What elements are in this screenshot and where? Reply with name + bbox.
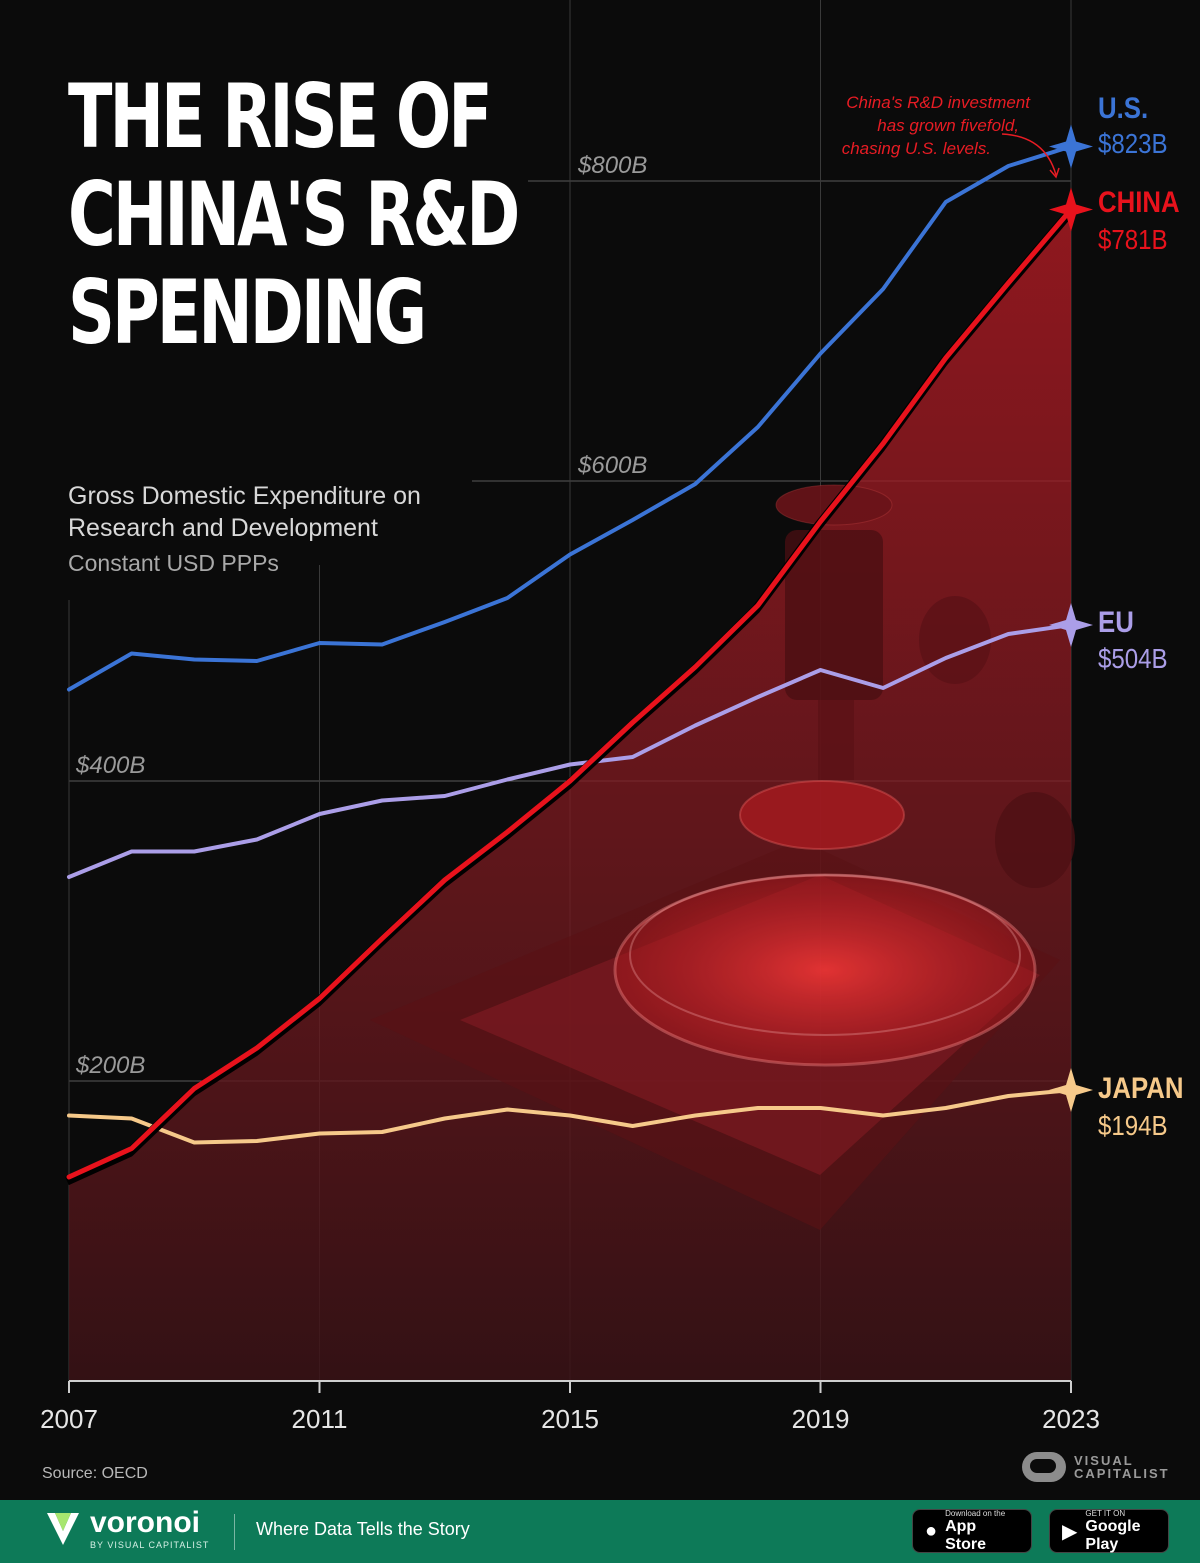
annotation-arrow [1001, 133, 1057, 176]
china-annotation: China's R&D investment has grown fivefol… [842, 93, 1060, 179]
google-play-text: Google Play [1085, 1517, 1141, 1553]
eu-series-line [67, 623, 1073, 879]
china-end-value: $781B [1098, 223, 1168, 255]
brand-name: voronoi [90, 1506, 200, 1539]
x-tick-label: 2019 [792, 1404, 850, 1434]
brand-sub: BY VISUAL CAPITALIST [90, 1540, 210, 1550]
series-lines [65, 144, 1074, 1186]
annotation-arrowhead [1049, 167, 1060, 179]
us-end-value: $823B [1098, 127, 1168, 159]
y-tick-label: $600B [577, 452, 647, 479]
microscope-illustration [370, 484, 1075, 1230]
x-tick-label: 2015 [541, 1404, 599, 1434]
source-note: Source: OECD [42, 1465, 148, 1482]
app-store-small-text: Download on the [945, 1508, 1006, 1518]
x-tick-label: 2011 [292, 1404, 348, 1434]
page-title: THE RISE OF CHINA'S R&D SPENDING [68, 65, 520, 364]
y-axis-labels: $200B $400B $600B $800B [75, 152, 647, 1079]
visual-capitalist-logo: VISUAL CAPITALIST [1022, 1452, 1170, 1482]
y-tick-label: $200B [75, 1052, 145, 1079]
footer-bar: voronoi BY VISUAL CAPITALIST Where Data … [0, 1500, 1200, 1563]
vc-logo-line-1: VISUAL [1074, 1453, 1134, 1468]
footer-divider [234, 1514, 235, 1550]
voronoi-logo-icon [47, 1513, 79, 1545]
title-line-1: THE RISE OF [68, 65, 493, 168]
app-store-text: App Store [945, 1517, 986, 1553]
china-series-name: CHINA [1098, 185, 1180, 218]
title-line-3: SPENDING [68, 261, 427, 364]
line-chart: 2007 2011 2015 2019 2023 $200B $400B $600B $800… [40, 0, 1184, 1434]
eu-series-name: EU [1098, 605, 1134, 638]
x-tick-label: 2007 [40, 1404, 98, 1434]
end-markers: U.S.$823B CHINA $781B EU $504B JAPAN $194B [1049, 91, 1184, 1141]
us-end-star-icon [1049, 124, 1093, 169]
title-line-2: CHINA'S R&D [68, 163, 520, 266]
y-tick-label: $800B [577, 152, 647, 179]
us-series-name: U.S. [1098, 91, 1148, 124]
eu-end-value: $504B [1098, 642, 1168, 674]
japan-end-star-icon [1049, 1068, 1093, 1112]
us-series-line [67, 144, 1073, 692]
x-tick-label: 2023 [1042, 1404, 1100, 1434]
japan-series-name: JAPAN [1098, 1071, 1184, 1104]
china-series-line [66, 207, 1074, 1180]
footer-tagline: Where Data Tells the Story [256, 1519, 470, 1539]
china-end-star-icon [1049, 187, 1093, 232]
y-tick-label: $400B [75, 752, 145, 779]
google-play-icon: ▶ [1062, 1520, 1078, 1543]
annotation-line-1: China's R&D investment [846, 93, 1031, 112]
japan-end-value: $194B [1098, 1109, 1168, 1141]
vc-logo-line-2: CAPITALIST [1074, 1466, 1170, 1481]
japan-series-line [67, 1088, 1073, 1145]
vc-logo-icon [1022, 1452, 1066, 1482]
annotation-line-2: has grown fivefold, [877, 116, 1019, 135]
apple-icon: ● [925, 1519, 938, 1542]
voronoi-brand[interactable]: voronoi BY VISUAL CAPITALIST [44, 1508, 209, 1550]
chart-subtitle: Gross Domestic Expenditure on Research a… [68, 482, 421, 542]
annotation-line-3: chasing U.S. levels. [842, 139, 991, 158]
chart-units: Constant USD PPPs [68, 550, 279, 576]
x-axis-ticks: 2007 2011 2015 2019 2023 [40, 1381, 1100, 1434]
google-play-small-text: GET IT ON [1085, 1508, 1126, 1518]
app-store-button[interactable]: ● Download on the App Store [912, 1509, 1032, 1553]
google-play-button[interactable]: ▶ GET IT ON Google Play [1049, 1509, 1169, 1553]
eu-end-star-icon [1049, 603, 1093, 647]
